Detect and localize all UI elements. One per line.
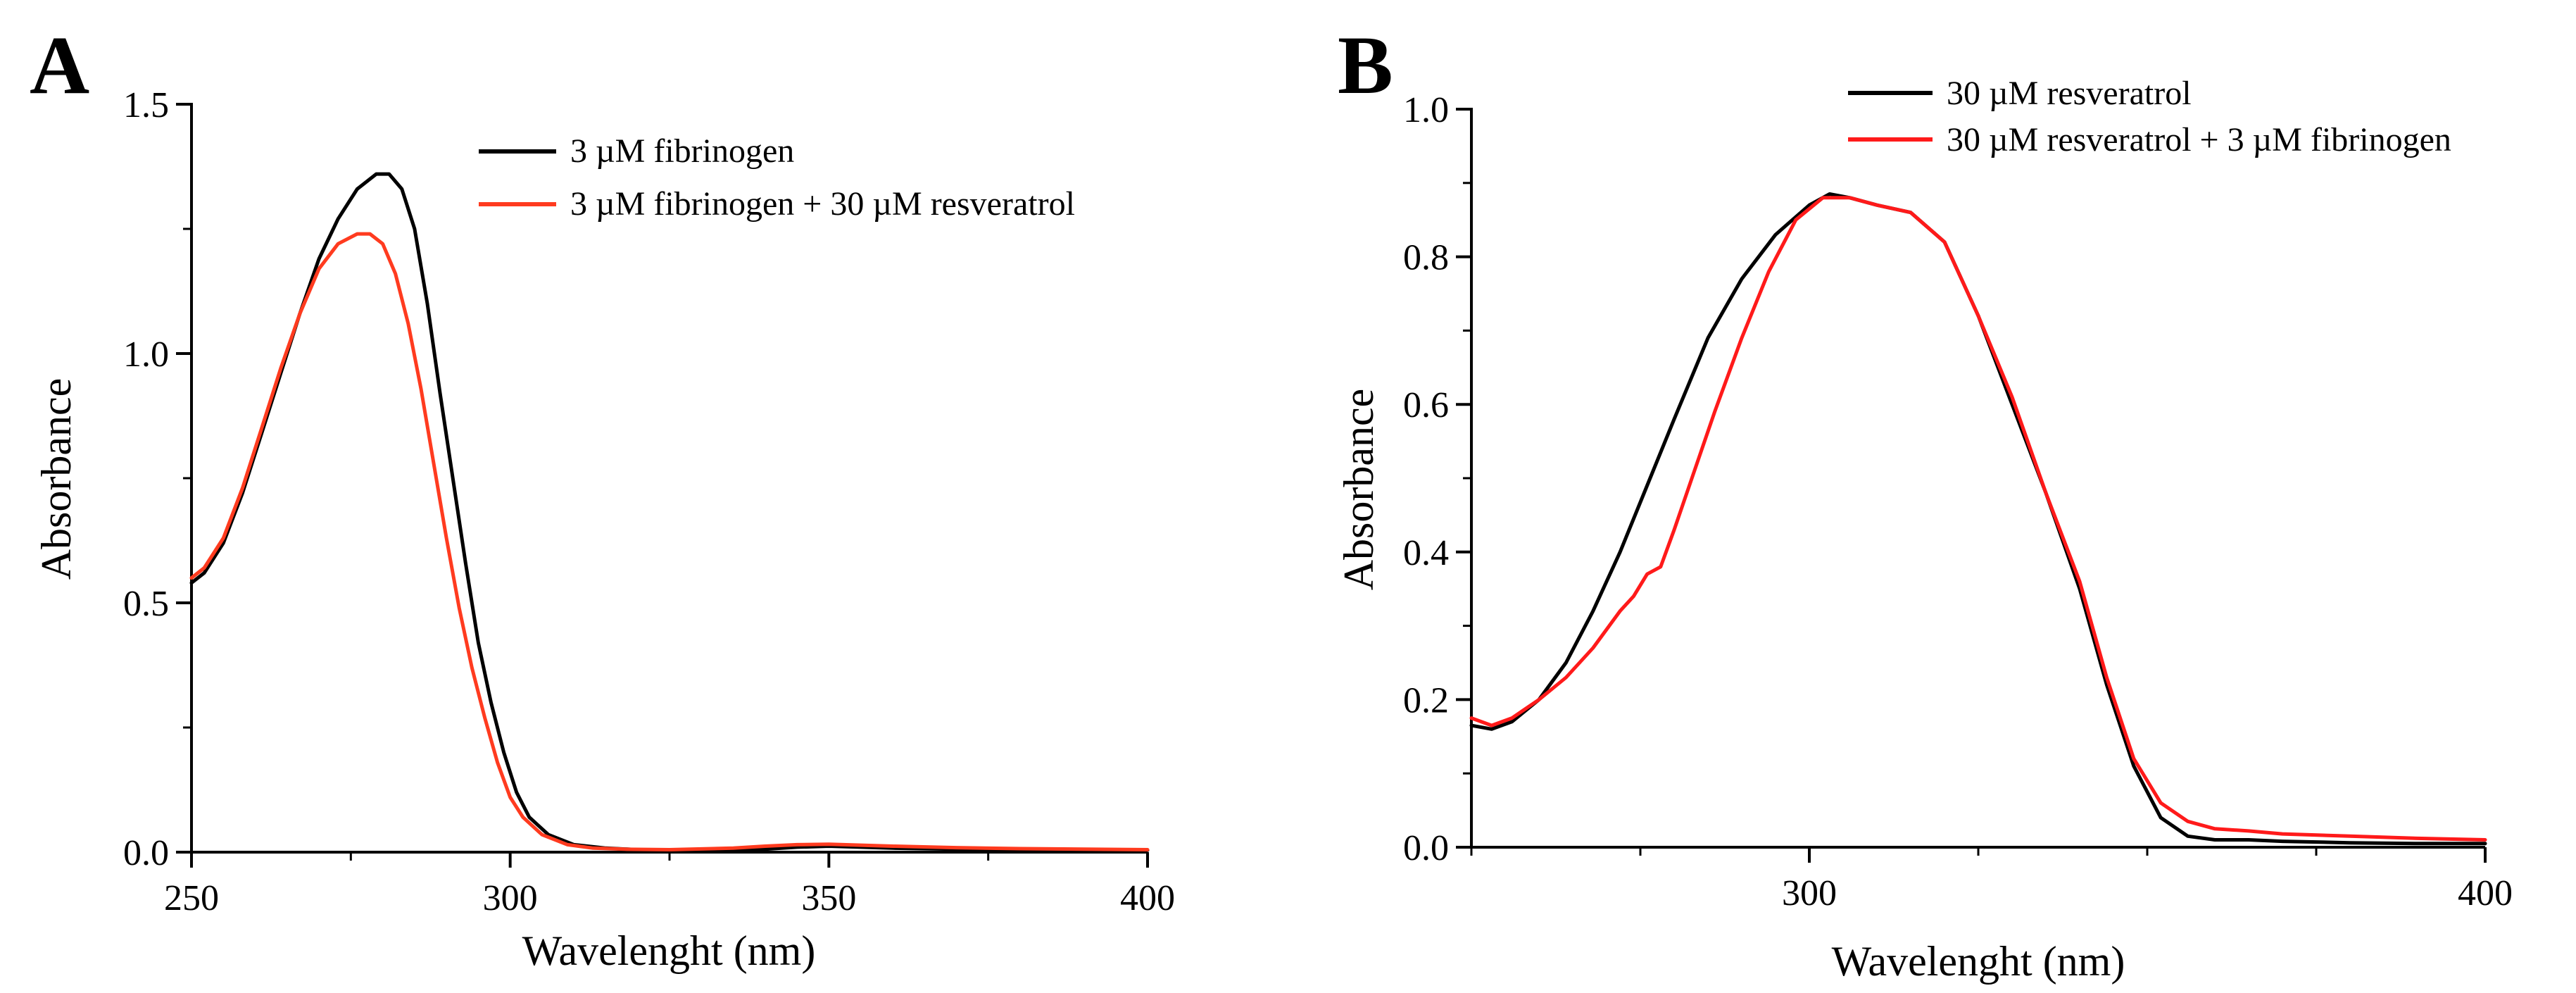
y-tick-label-a: 1.0 <box>123 335 169 375</box>
x-axis-label-a: Wavelenght (nm) <box>522 928 816 974</box>
y-tick-label-a: 1.5 <box>123 85 169 125</box>
chart-panel-b: B 0.0 0.2 0.4 0.6 0.8 1.0 300 400 Wavelenght (n… <box>1336 19 2513 985</box>
panel-label-b: B <box>1338 19 1393 111</box>
panel-label-a: A <box>30 19 89 111</box>
legend-a: 3 µM fibrinogen 3 µM fibrinogen + 30 µM … <box>479 132 1075 223</box>
x-tick-label-a: 250 <box>164 878 219 918</box>
series-line-a-1 <box>189 172 1150 852</box>
legend-label-b-2: 30 µM resveratrol + 3 µM fibrinogen <box>1947 121 2451 158</box>
y-axis-label-a: Absorbance <box>33 378 80 580</box>
x-tick-label-b: 300 <box>1782 873 1837 913</box>
series-line-a-2 <box>189 232 1150 851</box>
y-tick-label-b: 0.2 <box>1403 680 1449 720</box>
legend-label-a-2: 3 µM fibrinogen + 30 µM resveratrol <box>570 185 1075 223</box>
x-tick-label-a: 400 <box>1120 878 1175 918</box>
x-tick-label-a: 300 <box>483 878 538 918</box>
y-tick-label-a: 0.5 <box>123 584 169 624</box>
legend-label-a-1: 3 µM fibrinogen <box>570 132 794 170</box>
x-tick-label-b: 400 <box>2458 873 2513 913</box>
y-tick-label-b: 1.0 <box>1403 90 1449 130</box>
y-tick-label-b: 0.8 <box>1403 238 1449 278</box>
legend-label-b-1: 30 µM resveratrol <box>1947 75 2192 112</box>
plot-area-b: 0.0 0.2 0.4 0.6 0.8 1.0 300 400 <box>1403 90 2513 913</box>
plot-area-a: 0.0 0.5 1.0 1.5 250 300 350 400 <box>123 85 1175 918</box>
y-axis-label-b: Absorbance <box>1336 389 1382 591</box>
chart-panel-a: A 0.0 0.5 1.0 1.5 250 300 350 400 Wavelenght (n… <box>30 19 1175 974</box>
y-tick-label-b: 0.4 <box>1403 533 1449 573</box>
series-line-b-2 <box>1469 196 2487 842</box>
y-tick-label-b: 0.0 <box>1403 828 1449 868</box>
series-line-b-1 <box>1469 192 2487 846</box>
x-axis-label-b: Wavelenght (nm) <box>1832 938 2125 985</box>
legend-b: 30 µM resveratrol 30 µM resveratrol + 3 … <box>1848 75 2451 158</box>
y-tick-label-a: 0.0 <box>123 833 169 873</box>
x-tick-label-a: 350 <box>801 878 856 918</box>
y-tick-label-b: 0.6 <box>1403 385 1449 425</box>
